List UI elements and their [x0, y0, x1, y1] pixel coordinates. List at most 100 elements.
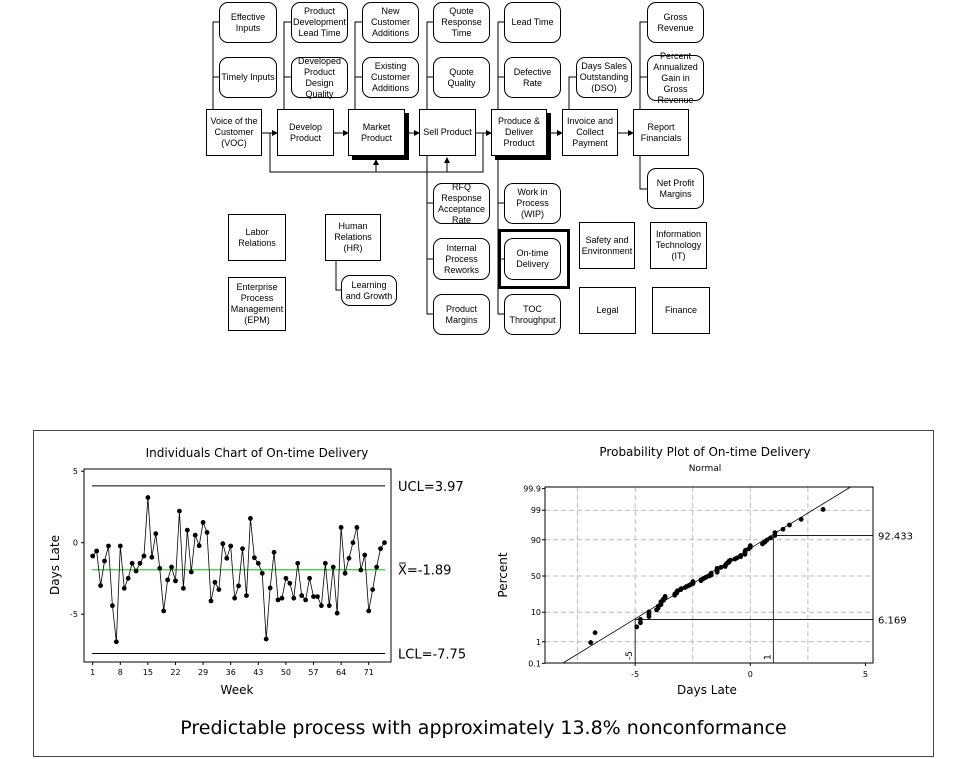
data-point — [188, 569, 194, 575]
x-tick-label: 22 — [170, 668, 180, 677]
node-produce-deliver-product: Produce & Deliver Product — [491, 109, 547, 156]
data-point — [212, 579, 218, 585]
reference-percent-label: 92.433 — [878, 531, 913, 542]
data-point — [251, 555, 257, 561]
y-tick-label: -5 — [70, 610, 78, 619]
data-point — [366, 608, 372, 614]
data-point — [311, 594, 316, 600]
data-point — [646, 609, 652, 615]
node-voice-of-customer: Voice of the Customer (VOC) — [206, 109, 262, 156]
node-market-product: Market Product — [348, 109, 405, 156]
plot-frame — [83, 468, 392, 663]
data-point — [153, 531, 159, 537]
y-tick-label: 99.9 — [523, 485, 541, 494]
data-point — [718, 565, 724, 570]
data-point — [295, 560, 301, 566]
node-lead-time: Lead Time — [504, 2, 561, 43]
data-point — [378, 546, 383, 552]
data-point — [592, 630, 598, 636]
data-point — [240, 546, 245, 552]
data-point — [638, 620, 643, 626]
on-time-delivery-highlight — [498, 229, 570, 289]
data-point — [173, 578, 178, 584]
reference-x-label: -5 — [625, 651, 635, 660]
diagram-connectors — [212, 21, 647, 315]
data-point — [370, 587, 376, 593]
data-point — [798, 516, 804, 522]
x-tick-label: 36 — [226, 668, 236, 677]
node-existing-customer-additions: Existing Customer Additions — [362, 57, 419, 98]
node-developed-product-design-quality: Developed Product Design Quality — [291, 56, 348, 99]
y-tick-label: 1 — [536, 638, 541, 647]
x-tick-label: 50 — [281, 668, 291, 677]
data-point — [638, 617, 643, 622]
center-label: X̅=-1.89 — [398, 562, 451, 578]
node-rfq-response-acceptance-rate: RFQ Response Acceptance Rate — [433, 182, 490, 225]
individuals-chart: Individuals Chart of On-time Delivery UCL… — [48, 446, 466, 697]
node-days-sales-outstanding: Days Sales Outstanding (DSO) — [576, 57, 632, 98]
data-point — [165, 577, 171, 583]
data-point — [303, 597, 309, 603]
data-point — [184, 527, 190, 533]
reference-percent-label: 6.169 — [878, 616, 907, 627]
plot-frame — [544, 486, 874, 664]
node-timely-inputs: Timely Inputs — [219, 57, 277, 98]
chart-subtitle: Normal — [689, 464, 722, 474]
data-point — [738, 553, 744, 558]
y-axis-title: Percent — [496, 552, 510, 597]
data-point — [192, 532, 198, 538]
data-point — [315, 594, 320, 600]
data-point — [204, 530, 210, 535]
data-point — [780, 526, 786, 532]
data-point — [362, 552, 368, 558]
node-percent-annualized-gain: Percent Annualized Gain in Gross Revenue — [647, 51, 704, 105]
x-tick-label: 57 — [308, 668, 318, 677]
y-tick-label: 5 — [73, 467, 78, 476]
data-point — [588, 640, 594, 645]
data-point — [271, 549, 277, 555]
node-effective-inputs: Effective Inputs — [219, 2, 277, 43]
data-point — [728, 557, 733, 563]
data-point — [714, 565, 720, 571]
data-point — [279, 595, 285, 601]
data-point — [299, 593, 305, 599]
data-point — [350, 540, 356, 546]
caption: Predictable process with approximately 1… — [180, 717, 787, 739]
x-tick-label: 8 — [118, 668, 123, 677]
data-point — [216, 587, 222, 593]
data-point — [354, 524, 360, 530]
data-point — [244, 593, 249, 599]
data-point — [200, 519, 206, 525]
node-product-margins: Product Margins — [433, 294, 490, 335]
node-invoice-collect-payment: Invoice and Collect Payment — [562, 109, 618, 156]
data-point — [764, 537, 770, 543]
data-point — [662, 594, 668, 599]
node-toc-throughput: TOC Throughput — [504, 294, 561, 335]
data-point — [275, 597, 281, 603]
y-tick-label: 0.1 — [528, 659, 541, 668]
data-point — [137, 560, 143, 566]
data-point — [678, 586, 684, 592]
data-point — [157, 565, 163, 571]
node-quote-quality: Quote Quality — [433, 57, 490, 98]
data-point — [113, 639, 119, 645]
node-sell-product: Sell Product — [419, 109, 476, 156]
data-point — [220, 541, 226, 547]
lcl-label: LCL=-7.75 — [398, 648, 466, 663]
node-internal-process-reworks: Internal Process Reworks — [433, 238, 490, 280]
data-point — [177, 508, 182, 514]
chart-title: Individuals Chart of On-time Delivery — [146, 446, 369, 460]
data-point — [820, 507, 826, 512]
data-point — [374, 564, 379, 570]
data-point — [196, 543, 202, 549]
x-tick-label: 5 — [863, 670, 868, 679]
data-point — [768, 535, 773, 541]
data-point — [330, 564, 336, 570]
node-learning-growth: Learning and Growth — [341, 275, 397, 306]
data-point — [690, 579, 696, 585]
node-human-relations: Human Relations (HR) — [325, 214, 381, 261]
x-axis-title: Week — [221, 683, 254, 697]
data-point — [141, 553, 147, 559]
node-labor-relations: Labor Relations — [228, 214, 286, 261]
